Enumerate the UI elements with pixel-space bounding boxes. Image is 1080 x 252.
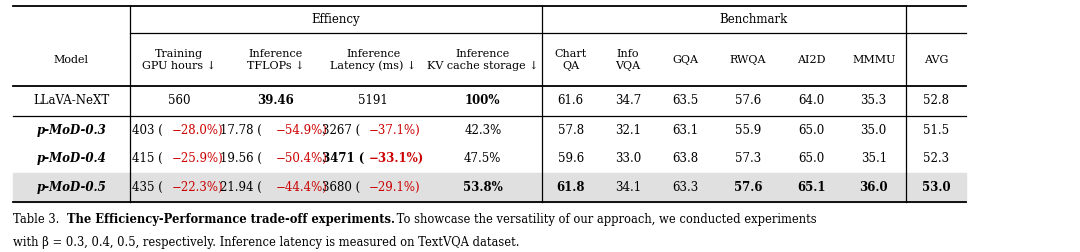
Text: 63.5: 63.5 [672, 94, 699, 107]
Text: Inference
KV cache storage ↓: Inference KV cache storage ↓ [427, 49, 539, 71]
Text: Training
GPU hours ↓: Training GPU hours ↓ [143, 49, 216, 71]
Text: 57.6: 57.6 [733, 181, 762, 194]
Text: To showcase the versatility of our approach, we conducted experiments: To showcase the versatility of our appro… [393, 213, 816, 226]
Text: 21.94 (: 21.94 ( [220, 181, 262, 194]
Text: −44.4%): −44.4%) [276, 181, 328, 194]
Text: p-MoD-0.4: p-MoD-0.4 [37, 152, 106, 165]
Text: Model: Model [54, 55, 89, 65]
Text: 403 (: 403 ( [132, 124, 163, 137]
Text: Inference
Latency (ms) ↓: Inference Latency (ms) ↓ [330, 49, 416, 71]
Text: 17.78 (: 17.78 ( [220, 124, 262, 137]
Text: 57.8: 57.8 [557, 124, 584, 137]
Text: 55.9: 55.9 [734, 124, 761, 137]
Text: 63.3: 63.3 [672, 181, 699, 194]
Text: 32.1: 32.1 [615, 124, 642, 137]
Text: 61.6: 61.6 [557, 94, 584, 107]
Text: 42.3%: 42.3% [464, 124, 501, 137]
Text: 34.7: 34.7 [615, 94, 642, 107]
Text: 61.8: 61.8 [556, 181, 585, 194]
Text: Benchmark: Benchmark [719, 13, 788, 26]
Text: −33.1%): −33.1%) [369, 152, 424, 165]
Text: −28.0%): −28.0%) [172, 124, 222, 137]
Text: 3267 (: 3267 ( [322, 124, 360, 137]
Text: 57.6: 57.6 [734, 94, 761, 107]
Text: p-MoD-0.5: p-MoD-0.5 [37, 181, 106, 194]
Text: 33.0: 33.0 [615, 152, 642, 165]
Text: 415 (: 415 ( [132, 152, 162, 165]
Text: 47.5%: 47.5% [464, 152, 501, 165]
Text: 51.5: 51.5 [922, 124, 949, 137]
Text: p-MoD-0.3: p-MoD-0.3 [37, 124, 106, 137]
Text: AI2D: AI2D [797, 55, 826, 65]
Text: 19.56 (: 19.56 ( [220, 152, 262, 165]
Text: 65.0: 65.0 [798, 152, 825, 165]
Text: 35.0: 35.0 [861, 124, 887, 137]
Text: Inference
TFLOPs ↓: Inference TFLOPs ↓ [247, 49, 305, 71]
Text: −22.3%): −22.3%) [172, 181, 222, 194]
Text: GQA: GQA [672, 55, 699, 65]
Text: −29.1%): −29.1%) [369, 181, 421, 194]
Text: 63.8: 63.8 [672, 152, 699, 165]
Text: 3680 (: 3680 ( [322, 181, 360, 194]
Text: 57.3: 57.3 [734, 152, 761, 165]
Text: −54.9%): −54.9%) [276, 124, 328, 137]
Text: with β = 0.3, 0.4, 0.5, respectively. Inference latency is measured on TextVQA d: with β = 0.3, 0.4, 0.5, respectively. In… [13, 236, 519, 249]
Text: Table 3.: Table 3. [13, 213, 67, 226]
Text: 52.3: 52.3 [922, 152, 949, 165]
Text: −25.9%): −25.9%) [172, 152, 224, 165]
Text: 35.1: 35.1 [861, 152, 887, 165]
Text: 5191: 5191 [359, 94, 388, 107]
Text: RWQA: RWQA [730, 55, 766, 65]
Text: 435 (: 435 ( [132, 181, 163, 194]
Text: 64.0: 64.0 [798, 94, 825, 107]
Text: 52.8: 52.8 [922, 94, 949, 107]
Text: −37.1%): −37.1%) [369, 124, 421, 137]
Text: 39.46: 39.46 [257, 94, 295, 107]
Bar [13, 173, 966, 202]
Text: 560: 560 [168, 94, 190, 107]
Text: The Efficiency-Performance trade-off experiments.: The Efficiency-Performance trade-off exp… [67, 213, 395, 226]
Text: 100%: 100% [465, 94, 500, 107]
Text: 53.0: 53.0 [921, 181, 950, 194]
Text: 34.1: 34.1 [615, 181, 642, 194]
Text: 59.6: 59.6 [557, 152, 584, 165]
Text: MMMU: MMMU [852, 55, 895, 65]
Text: 53.8%: 53.8% [463, 181, 502, 194]
Text: 65.0: 65.0 [798, 124, 825, 137]
Text: Effiency: Effiency [311, 13, 361, 26]
Text: 36.0: 36.0 [860, 181, 888, 194]
Text: LLaVA-NeXT: LLaVA-NeXT [33, 94, 109, 107]
Text: 65.1: 65.1 [797, 181, 826, 194]
Text: 35.3: 35.3 [861, 94, 887, 107]
Text: AVG: AVG [923, 55, 948, 65]
Text: Chart
QA: Chart QA [555, 49, 586, 71]
Text: −50.4%): −50.4%) [276, 152, 328, 165]
Text: Info
VQA: Info VQA [616, 49, 640, 71]
Text: 63.1: 63.1 [672, 124, 699, 137]
Text: 3471 (: 3471 ( [322, 152, 364, 165]
